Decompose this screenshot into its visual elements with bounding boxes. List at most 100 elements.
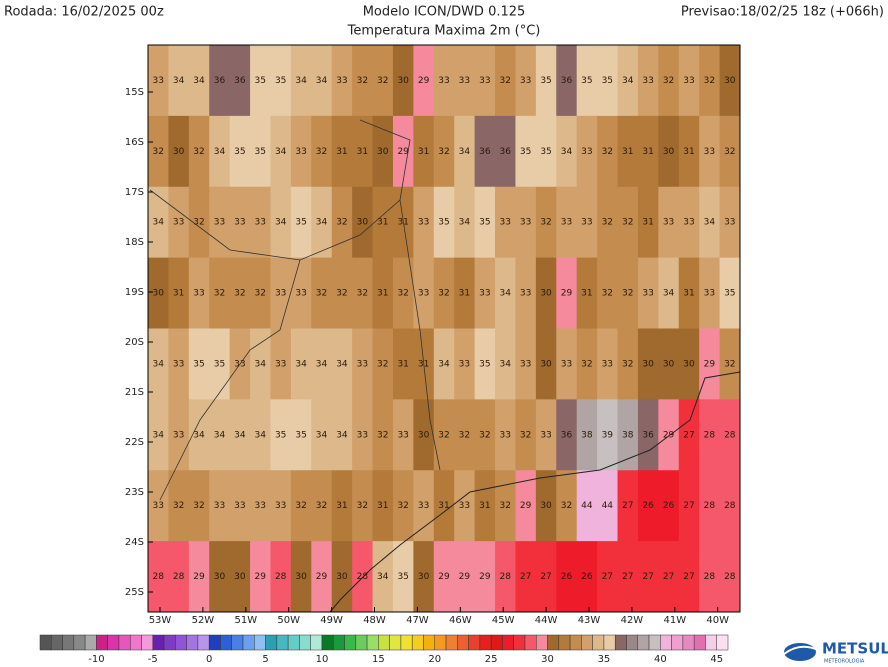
temperature-label: 33 [255,218,266,228]
temperature-label: 34 [663,289,675,299]
colorbar-label: 25 [485,654,498,665]
colorbar-box [321,634,334,651]
temperature-label: 32 [152,147,163,157]
temperature-label: 36 [479,147,491,157]
temperature-cell [331,115,353,188]
colorbar-box [39,634,52,651]
temperature-label: 27 [642,572,653,582]
temperature-cell [617,45,639,117]
colorbar-box [73,634,86,651]
temperature-cell [372,541,394,613]
temperature-cell [372,45,394,117]
temperature-cell [719,328,741,400]
temperature-cell [454,115,476,188]
colorbar-box [389,634,402,651]
temperature-cell [597,257,619,329]
temperature-label: 33 [234,218,245,228]
temperature-label: 33 [561,359,572,369]
temperature-cell [597,115,619,188]
colorbar-box [671,634,684,651]
colorbar-box [637,634,650,651]
temperature-cell [719,115,741,188]
temperature-label: 32 [622,359,633,369]
temperature-cell [576,115,598,188]
temperature-label: 32 [602,147,613,157]
colorbar-box [96,634,108,651]
colorbar-box [693,634,706,651]
temperature-label: 31 [377,289,388,299]
temperature-cell [250,470,271,542]
temperature-cell [270,399,292,471]
temperature-cell [168,541,190,613]
temperature-cell [311,541,333,613]
temperature-cell [617,257,639,329]
temperature-cell [229,399,251,471]
temperature-cell [576,470,598,542]
temperature-cell [597,186,619,259]
temperature-label: 33 [214,501,225,511]
colorbar-box [208,634,221,651]
temperature-label: 27 [683,430,694,440]
temperature-label: 32 [295,501,306,511]
temperature-label: 34 [152,359,164,369]
temperature-label: 30 [173,147,185,157]
longitude-label: 44W [535,615,558,626]
temperature-cell [392,257,414,329]
temperature-cell [331,257,353,329]
temperature-label: 32 [438,289,449,299]
temperature-cell [229,257,251,329]
temperature-label: 28 [724,572,736,582]
temperature-cell [392,115,414,188]
temperature-cell [331,45,353,117]
temperature-label: 32 [500,76,511,86]
temperature-cell [148,541,169,613]
colorbar-box [434,634,447,651]
latitude-label: 22S [125,437,144,448]
temperature-cell [699,186,721,259]
temperature-label: 30 [540,359,552,369]
temperature-label: 34 [500,359,512,369]
temperature-label: 34 [336,430,348,440]
latitude-label: 21S [125,387,144,398]
temperature-label: 34 [255,430,267,440]
temperature-label: 35 [275,430,286,440]
temperature-cell [474,186,496,259]
temperature-cell [576,399,598,471]
colorbar-box [175,634,187,651]
temperature-cell [719,186,741,259]
temperature-label: 33 [520,218,531,228]
temperature-label: 27 [683,572,694,582]
temperature-label: 32 [377,76,388,86]
temperature-label: 33 [642,289,653,299]
temperature-label: 34 [459,147,471,157]
temperature-label: 34 [622,76,634,86]
temperature-label: 36 [234,76,246,86]
temperature-cell [515,115,537,188]
run-time: Rodada: 16/02/2025 00z [4,5,164,20]
temperature-cell [515,257,537,329]
temperature-label: 33 [683,76,694,86]
temperature-label: 34 [316,359,328,369]
temperature-cell [515,45,537,117]
longitude-label: 52W [192,615,215,626]
temperature-cell [229,186,251,259]
temperature-cell [637,45,659,117]
temperature-label: 30 [214,572,226,582]
temperature-cell [311,328,333,400]
temperature-label: 32 [602,218,613,228]
temperature-cell [331,399,353,471]
colorbar-box [569,634,582,651]
temperature-label: 32 [397,501,408,511]
temperature-label: 27 [622,501,633,511]
colorbar-box [84,634,97,651]
temperature-label: 32 [234,289,245,299]
temperature-cell [719,399,741,471]
temperature-cell [535,541,557,613]
temperature-label: 35 [602,76,613,86]
temperature-cell [290,399,312,471]
temperature-cell [576,541,598,613]
temperature-cell [188,470,210,542]
temperature-label: 32 [438,430,449,440]
temperature-label: 29 [561,289,573,299]
temperature-label: 33 [520,76,531,86]
